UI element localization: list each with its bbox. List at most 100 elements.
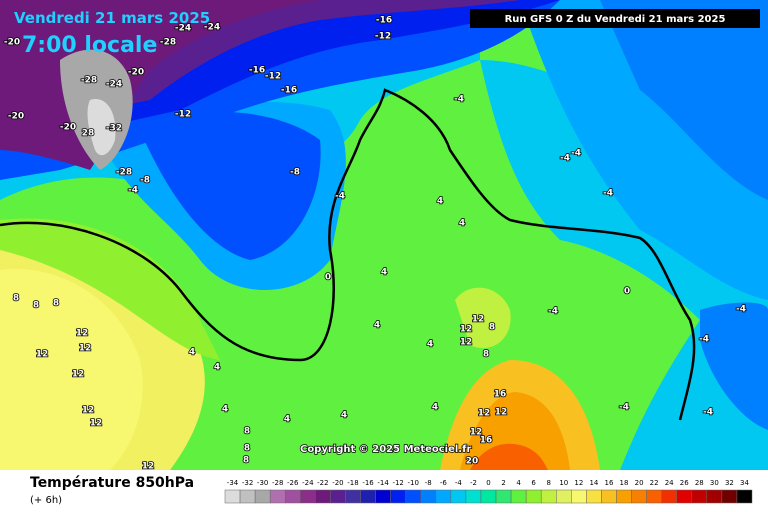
- cold-area: [600, 0, 768, 200]
- colorbar-label: -32: [242, 479, 253, 487]
- isotherm-label: 4: [459, 219, 465, 229]
- colorbar-swatch: [420, 489, 437, 504]
- isotherm-label: 4: [374, 321, 380, 331]
- step: (+ 6h): [30, 495, 62, 506]
- colorbar-swatch: [616, 489, 632, 504]
- isotherm-label: -4: [736, 305, 746, 315]
- colorbar-label: -34: [227, 479, 239, 487]
- colorbar-label: 26: [680, 479, 689, 487]
- isotherm-label: -24: [204, 23, 220, 33]
- colorbar-swatch: [300, 489, 316, 504]
- isotherm-label: 4: [214, 363, 220, 373]
- colorbar-label: -10: [407, 479, 418, 487]
- isotherm-label: -12: [265, 72, 281, 82]
- colorbar-label: -24: [302, 479, 314, 487]
- run-info: Run GFS 0 Z du Vendredi 21 mars 2025: [505, 14, 726, 25]
- isotherm-label: 0: [624, 287, 630, 297]
- isotherm-label: 12: [76, 329, 89, 339]
- colorbar-label: 6: [531, 479, 536, 487]
- isotherm-label: -12: [175, 110, 191, 120]
- isotherm-label: 8: [243, 456, 249, 466]
- colorbar-label: 20: [635, 479, 644, 487]
- isotherm-label: 8: [489, 323, 495, 333]
- isotherm-label: -16: [249, 66, 265, 76]
- mild-area: [0, 218, 220, 360]
- map-title: Vendredi 21 mars 2025: [14, 9, 210, 27]
- colorbar-swatch: [571, 489, 587, 504]
- colorbar-label: -14: [377, 479, 389, 487]
- isotherm-label: -4: [619, 403, 629, 413]
- colorbar-swatch: [556, 489, 572, 504]
- isotherm-label: 8: [483, 350, 489, 360]
- colorbar: -34 -32 -30 -28 -26 -24 -22 -20 -18 -16 -14 -12 -10-…: [224, 479, 753, 504]
- isotherm-label: 28: [82, 129, 95, 139]
- colorbar-swatch: [525, 489, 542, 504]
- colorbar-label: -12: [392, 479, 403, 487]
- isotherm-label: -28: [116, 168, 132, 178]
- isotherm-label: -4: [699, 335, 709, 345]
- colorbar-label: 24: [665, 479, 674, 487]
- colorbar-swatch: [345, 489, 361, 504]
- colorbar-swatch: [224, 489, 241, 504]
- isotherm-label: 0: [325, 273, 331, 283]
- colorbar-swatch: [375, 489, 391, 504]
- isotherm-label: 4: [341, 411, 347, 421]
- isotherm-label: 8: [33, 301, 39, 311]
- isotherm-label: -4: [335, 192, 345, 202]
- colorbar-swatch: [239, 489, 256, 504]
- isotherm-label: 4: [427, 340, 433, 350]
- colorbar-swatch: [586, 489, 602, 504]
- run-box: [470, 9, 760, 28]
- colorbar-label: 34: [740, 479, 749, 487]
- colorbar-label: 2: [501, 479, 505, 487]
- colorbar-swatch: [631, 489, 647, 504]
- colorbar-label: -30: [257, 479, 268, 487]
- isotherm-label: 12: [72, 370, 85, 380]
- colorbar-swatch: [495, 489, 512, 504]
- isotherm-label: -4: [703, 408, 713, 418]
- isotherm-labels: -24 -24-16-12-20 -28-20-28 -24-16-12-16-20-…: [3, 15, 747, 473]
- colorbar-label: 10: [559, 479, 568, 487]
- colorbar-label: 16: [604, 479, 613, 487]
- isotherm-label: -20: [4, 38, 20, 48]
- isotherm-label: -16: [281, 86, 297, 96]
- colorbar-swatch: [691, 489, 708, 504]
- isotherm-label: 16: [480, 436, 493, 446]
- isotherm-label: -4: [603, 189, 613, 199]
- isotherm-label: -24: [175, 24, 191, 34]
- isotherm-label: -12: [375, 32, 391, 42]
- colorbar-swatch: [721, 489, 738, 504]
- colorbar-label: 22: [650, 479, 659, 487]
- colorbar-swatch: [435, 489, 452, 504]
- colorbar-label: 0: [486, 479, 490, 487]
- isotherm-label: -8: [290, 168, 300, 178]
- isotherm-label: 4: [381, 268, 387, 278]
- isotherm-label: 12: [460, 338, 473, 348]
- colorbar-swatch: [360, 489, 376, 504]
- colorbar-swatch: [284, 489, 301, 504]
- colorbar-label: 30: [710, 479, 719, 487]
- isotherm-label: -20: [128, 68, 144, 78]
- isotherm-label: 12: [470, 428, 483, 438]
- cold-area: [140, 111, 321, 261]
- isotherm-label: 8: [244, 444, 250, 454]
- colorbar-label: 4: [516, 479, 521, 487]
- warm-area: [0, 268, 143, 470]
- colorbar-swatch: [661, 489, 677, 504]
- isotherm-label: -28: [81, 76, 97, 86]
- local-time: 7:00 locale: [22, 33, 157, 58]
- isotherm-label: 4: [284, 415, 290, 425]
- zero-isotherm: [0, 88, 696, 421]
- isotherm-label: -20: [8, 112, 24, 122]
- colorbar-swatch: [254, 489, 271, 504]
- isotherm-label: 4: [432, 403, 438, 413]
- isotherm-label: 8: [13, 294, 19, 304]
- isotherm-label: 12: [82, 406, 95, 416]
- isotherm-label: -24: [106, 80, 122, 90]
- colorbar-swatch: [706, 489, 723, 504]
- copyright: Copyright © 2025 Meteociel.fr: [300, 444, 471, 455]
- isotherm-label: -4: [128, 186, 138, 196]
- isotherm-label: 12: [478, 409, 491, 419]
- colorbar-swatch: [601, 489, 617, 504]
